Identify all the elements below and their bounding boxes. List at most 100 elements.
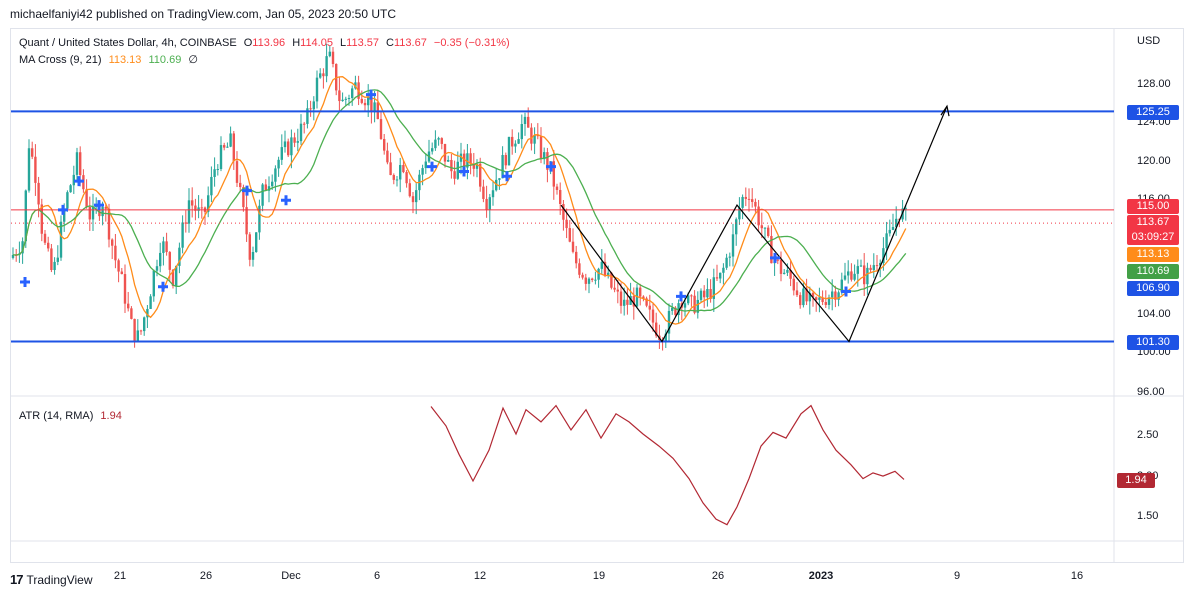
- candle-body: [763, 227, 767, 229]
- chart-canvas[interactable]: [11, 29, 1183, 562]
- candle-body: [709, 288, 712, 299]
- candle-body: [242, 187, 245, 208]
- time-tick-year: 2023: [808, 570, 834, 582]
- candle-body: [91, 206, 95, 220]
- candle-body: [47, 242, 50, 249]
- candle-body: [411, 196, 415, 203]
- ma-extra-symbol: ∅: [188, 54, 198, 66]
- candle-body: [267, 186, 271, 191]
- candle-body: [575, 251, 578, 264]
- chart-frame[interactable]: Quant / United States Dollar, 4h, COINBA…: [10, 28, 1184, 582]
- candle-body: [738, 207, 741, 220]
- candle-body: [187, 200, 191, 224]
- ma-legend: MA Cross (9, 21) 113.13 110.69 ∅: [19, 53, 202, 66]
- candle-body: [383, 138, 386, 151]
- candle-body: [466, 153, 469, 168]
- candle-body: [731, 234, 735, 257]
- change-value: −0.35 (−0.31%): [433, 37, 510, 49]
- footer-brand[interactable]: 17 TradingView: [10, 572, 93, 587]
- candle-body: [616, 289, 619, 292]
- candle-body: [578, 263, 581, 275]
- level-106-tag: 106.90: [1127, 281, 1179, 296]
- candle-body: [168, 252, 171, 270]
- ma-cross-marker: [242, 185, 252, 196]
- candle-body: [123, 274, 127, 304]
- candle-body: [248, 234, 251, 260]
- candle-body: [559, 189, 562, 204]
- candle-body: [543, 152, 546, 160]
- candle-body: [696, 299, 699, 313]
- price-tick: 104.00: [1137, 308, 1171, 320]
- atr-tick: 2.50: [1137, 429, 1159, 441]
- candle-body: [869, 267, 872, 270]
- current-price-tag: 115.00: [1127, 199, 1179, 214]
- candle-body: [283, 141, 287, 148]
- candle-body: [63, 208, 66, 222]
- time-tick: 19: [592, 570, 606, 582]
- candle-body: [351, 88, 354, 99]
- candle-body: [562, 203, 565, 220]
- candle-body: [520, 124, 523, 140]
- candle-body: [811, 293, 815, 298]
- candle-body: [744, 196, 747, 199]
- candle-body: [328, 51, 331, 57]
- candle-body: [475, 163, 479, 169]
- candle-body: [392, 175, 395, 180]
- low-value: 113.57: [346, 37, 379, 49]
- candle-body: [613, 287, 616, 290]
- candle-body: [495, 179, 498, 191]
- candle-body: [229, 133, 232, 147]
- candle-body: [415, 190, 418, 203]
- time-tick: 21: [113, 570, 127, 582]
- candle-body: [325, 56, 328, 77]
- candle-body: [824, 302, 827, 305]
- candle-body: [683, 303, 687, 308]
- time-tick: 6: [373, 570, 381, 582]
- candle-body: [155, 266, 159, 271]
- ma-cross-marker: [58, 204, 68, 215]
- candle-body: [347, 98, 351, 100]
- candle-body: [53, 261, 56, 270]
- candle-body: [597, 268, 600, 280]
- candle-body: [232, 133, 235, 162]
- candle-body: [603, 261, 607, 276]
- candle-body: [181, 222, 184, 248]
- candle-body: [184, 222, 187, 224]
- candle-body: [722, 267, 725, 273]
- candle-body: [757, 206, 760, 226]
- candle-body: [834, 291, 837, 300]
- ma-cross-marker: [502, 171, 512, 182]
- candle-body: [703, 290, 706, 298]
- candle-body: [251, 251, 255, 260]
- candle-body: [818, 297, 821, 300]
- candle-body: [783, 272, 786, 274]
- candle-body: [194, 205, 197, 211]
- tradingview-logo-icon: 17: [10, 572, 24, 587]
- candle-body: [725, 257, 728, 268]
- candle-body: [162, 241, 165, 253]
- atr-value: 1.94: [100, 410, 122, 422]
- candle-body: [651, 309, 655, 323]
- ma-slow-value: 110.69: [148, 54, 182, 66]
- candle-body: [568, 228, 571, 242]
- candle-body: [235, 161, 239, 183]
- candle-body: [552, 161, 555, 187]
- close-value: 113.67: [394, 37, 427, 49]
- close-label: C: [386, 37, 394, 49]
- candle-body: [75, 152, 79, 175]
- candle-body: [767, 227, 770, 236]
- candle-body: [472, 163, 475, 169]
- candle-body: [859, 265, 863, 267]
- candle-body: [632, 296, 635, 307]
- candle-body: [421, 168, 424, 175]
- candle-body: [626, 299, 629, 305]
- candle-body: [607, 272, 610, 276]
- ma-cross-marker: [841, 286, 851, 297]
- high-label: H: [292, 37, 301, 49]
- ma-cross-marker: [427, 161, 437, 172]
- candle-body: [459, 153, 463, 162]
- candle-body: [751, 199, 754, 202]
- candle-body: [216, 169, 219, 171]
- candle-body: [827, 297, 831, 305]
- candle-body: [98, 205, 101, 217]
